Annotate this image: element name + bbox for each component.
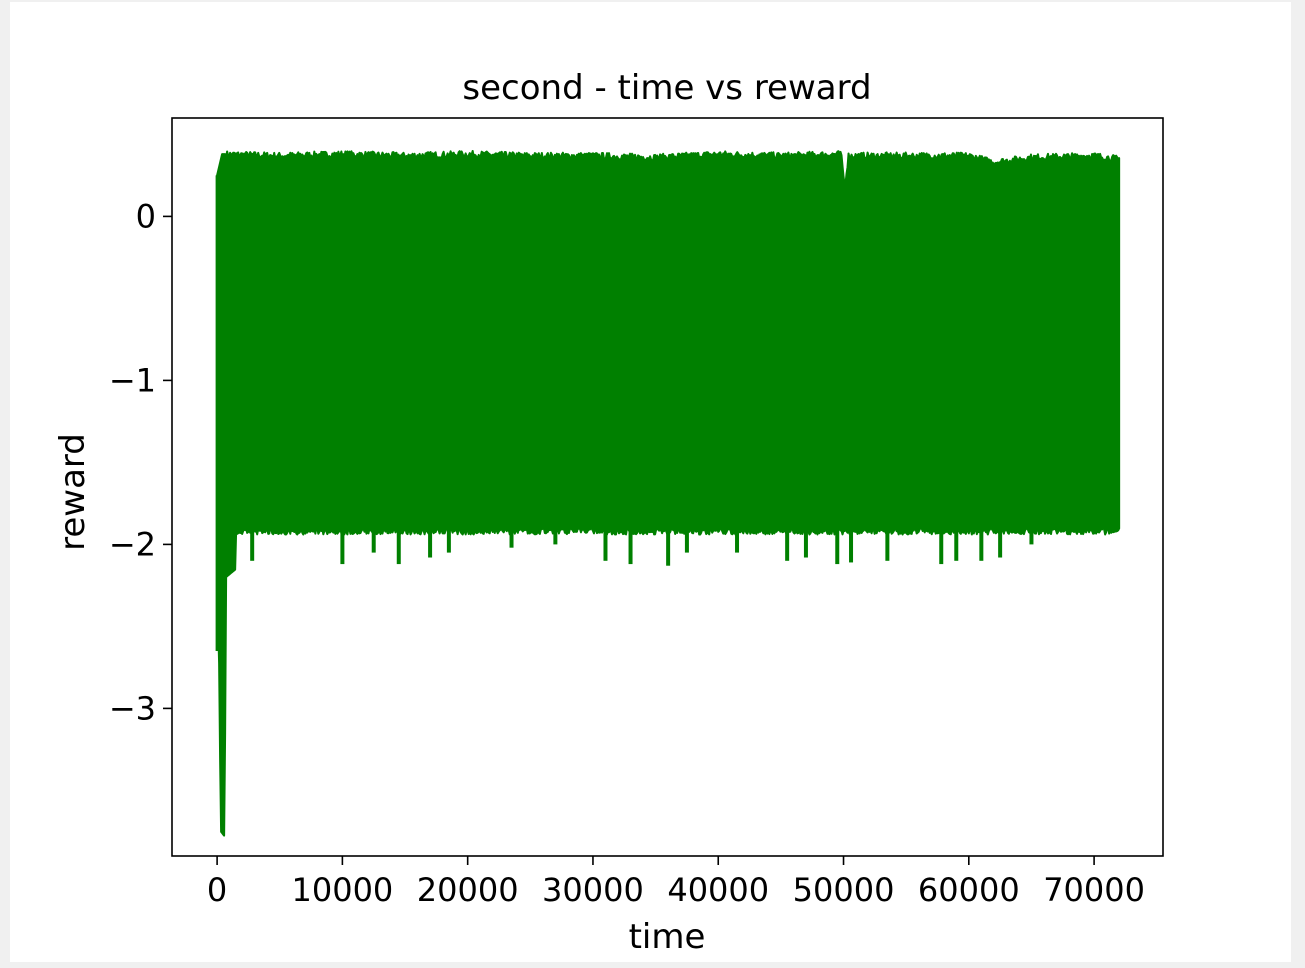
series-spike (835, 528, 840, 565)
series-spike (446, 528, 451, 553)
series-spike (250, 528, 255, 561)
series-spike (340, 528, 345, 565)
series-spike (666, 528, 671, 566)
y-tick-label: −3 (109, 689, 156, 727)
series-spike (628, 528, 633, 565)
series-spike (998, 528, 1003, 558)
series-spike (735, 528, 740, 553)
x-tick-label: 10000 (291, 871, 393, 909)
series-spike (885, 528, 890, 561)
series-spike (553, 528, 558, 545)
y-tick-label: 0 (136, 197, 156, 235)
chart-figure: second - time vs reward 0 10000 20000 30000… (10, 2, 1291, 962)
x-tick-label: 30000 (542, 871, 644, 909)
series-band-0 (216, 149, 1121, 837)
x-tick-label: 50000 (793, 871, 895, 909)
x-tick-label: 40000 (667, 871, 769, 909)
line-chart: second - time vs reward 0 10000 20000 30000… (53, 68, 1164, 957)
x-axis-label: time (629, 917, 706, 957)
series-spike (803, 528, 808, 558)
series-spike (1029, 528, 1034, 545)
x-tick-label: 60000 (918, 871, 1020, 909)
axis-ticks: 0 10000 20000 30000 40000 50000 60000 70000 0 −1 −… (109, 197, 1145, 909)
series-spike (684, 528, 689, 553)
series-spike (785, 528, 790, 561)
x-tick-label: 70000 (1043, 871, 1145, 909)
series-spike (979, 528, 984, 561)
y-tick-label: −1 (109, 361, 156, 399)
series-spike (509, 528, 514, 548)
y-axis-label: reward (53, 433, 93, 551)
plot-area (215, 149, 1121, 837)
chart-title: second - time vs reward (462, 68, 871, 108)
series-spike (939, 528, 944, 565)
series-spike (954, 528, 959, 561)
x-tick-label: 20000 (417, 871, 519, 909)
series-spike (603, 528, 608, 561)
series-spike (371, 528, 376, 553)
series-spike (849, 528, 854, 563)
series-spike (396, 528, 401, 565)
series-spike (428, 528, 433, 558)
plot-frame (171, 117, 1164, 857)
y-tick-label: −2 (109, 525, 156, 563)
x-tick-label: 0 (207, 871, 227, 909)
